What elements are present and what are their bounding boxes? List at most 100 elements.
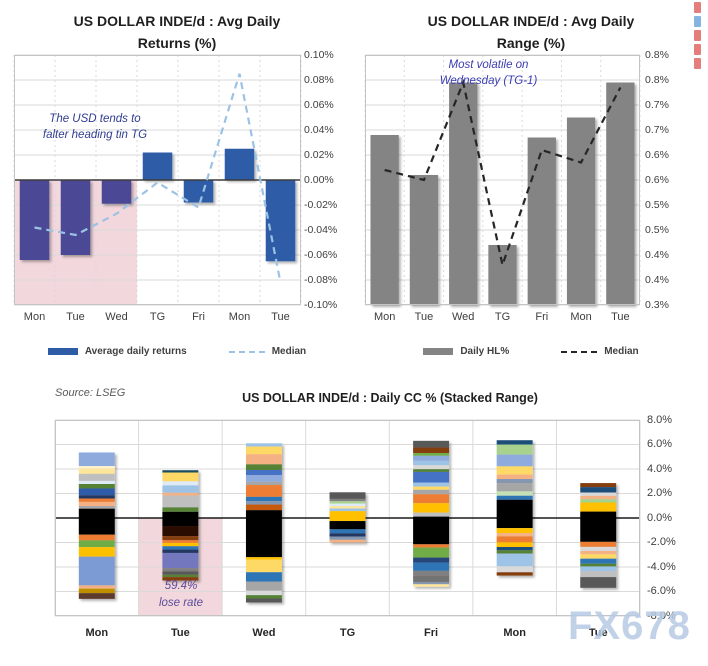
stack-segment-Mon-17: [496, 566, 533, 573]
bar-Mon-0: [370, 135, 399, 305]
stack-segment-Wed-12: [245, 557, 282, 560]
x-category-label: Fri: [192, 311, 205, 323]
stack-segment-Wed-10: [245, 504, 282, 511]
stack-segment-Fri-6: [413, 469, 450, 472]
stack-segment-Mon-12: [496, 536, 533, 543]
stack-segment-Tue-9: [162, 536, 199, 541]
stack-segment-Mon-15: [496, 550, 533, 554]
stack-segment-Tue-13: [580, 566, 617, 572]
y-tick-label: 0.8%: [645, 48, 669, 61]
stack-segment-Fri-13: [413, 512, 450, 517]
range-legend: Daily HL% Median: [354, 346, 708, 357]
y-tick-label: -2.0%: [647, 536, 676, 548]
stack-segment-Mon-3: [78, 473, 115, 481]
stack-segment-Mon-13: [496, 542, 533, 548]
stack-segment-Tue-15: [162, 568, 199, 572]
x-category-label: TG: [149, 311, 166, 323]
stack-segment-Mon-8: [496, 495, 533, 500]
x-category-label: Wed: [105, 311, 128, 323]
bar-Tue-6: [606, 82, 635, 305]
stack-segment-Tue-7: [580, 541, 617, 547]
stack-segment-Mon-9: [496, 499, 533, 529]
x-category-label: Tue: [611, 311, 630, 323]
y-tick-label: 0.6%: [645, 173, 669, 186]
stack-segment-Mon-12: [78, 534, 115, 541]
stack-segment-TG-5: [329, 508, 366, 512]
y-tick-label: -4.0%: [647, 560, 676, 573]
lose-rate-text: lose rate: [158, 597, 204, 610]
stack-segment-Mon-18: [496, 572, 533, 576]
stack-segment-TG-11: [329, 539, 366, 543]
edge-tick-2: [694, 30, 701, 41]
stack-segment-Mon-4: [78, 480, 115, 484]
stack-segment-Wed-8: [245, 496, 282, 502]
edge-ticks: [694, 2, 704, 72]
y-tick-label: 0.02%: [304, 148, 334, 161]
stack-segment-Wed-4: [245, 470, 282, 476]
stack-segment-Tue-4: [162, 492, 199, 496]
stack-segment-Wed-2: [245, 454, 282, 465]
stack-segment-Fri-12: [413, 503, 450, 513]
y-tick-label: 0.00%: [304, 173, 334, 186]
lose-rate-annotation: 59.4% lose rate: [139, 578, 223, 613]
stack-segment-Fri-8: [413, 482, 450, 487]
stack-segment-Fri-3: [413, 455, 450, 461]
returns-annotation-line2: falter heading tin TG: [42, 128, 148, 141]
stack-segment-Mon-1: [78, 466, 115, 469]
range-title-line1: US DOLLAR INDE/d : Avg Daily: [427, 13, 635, 29]
stack-segment-Tue-15: [580, 577, 617, 588]
range-title-line2: Range (%): [496, 34, 566, 51]
returns-title-line2: Returns (%): [137, 34, 217, 51]
stack-segment-Wed-7: [245, 485, 282, 497]
stack-segment-Fri-4: [413, 460, 450, 466]
x-category-label: Mon: [85, 627, 109, 639]
stack-segment-Mon-3: [496, 466, 533, 475]
stack-segment-TG-4: [329, 506, 366, 509]
stack-segment-Fri-5: [413, 465, 450, 470]
lose-rate-value: 59.4%: [164, 580, 198, 592]
x-category-label: Mon: [570, 311, 592, 323]
stack-segment-TG-9: [329, 533, 366, 537]
y-tick-label: 0.0%: [647, 511, 673, 524]
bar-Tue-6: [265, 180, 296, 262]
y-tick-label: 2.0%: [647, 487, 673, 499]
x-category-label: Tue: [588, 627, 608, 639]
x-category-label: Tue: [271, 311, 290, 323]
stack-segment-TG-2: [329, 501, 366, 504]
stack-segment-Tue-3: [162, 485, 199, 493]
x-category-label: Wed: [451, 311, 475, 323]
stack-segment-Tue-10: [162, 540, 199, 543]
stack-segment-Tue-11: [162, 542, 199, 547]
stack-segment-Wed-6: [245, 481, 282, 486]
edge-tick-1: [694, 16, 701, 27]
stacked-bar-Mon-0: [78, 452, 115, 599]
x-category-label: Mon: [373, 311, 396, 323]
stack-segment-Mon-0: [78, 452, 115, 467]
stack-segment-Tue-9: [580, 550, 617, 555]
stack-segment-Fri-1: [413, 447, 450, 454]
stack-segment-Mon-14: [496, 547, 533, 551]
legend-item-median: Median: [228, 346, 306, 357]
y-tick-label: 0.4%: [645, 248, 669, 261]
x-category-label: Mon: [23, 311, 46, 323]
range-chart-title: US DOLLAR INDE/d : Avg Daily Range (%): [354, 11, 708, 54]
stack-segment-Mon-8: [78, 498, 115, 502]
returns-annotation: The USD tends to falter heading tin TG: [16, 112, 174, 143]
stack-segment-TG-7: [329, 521, 366, 530]
stack-segment-Wed-0: [245, 443, 282, 447]
stack-segment-Fri-21: [413, 581, 450, 585]
stack-segment-Wed-9: [245, 501, 282, 505]
y-tick-label: 4.0%: [647, 462, 673, 475]
stack-segment-Tue-8: [580, 546, 617, 551]
median-series-label: Median: [604, 346, 639, 357]
stack-segment-Tue-6: [580, 511, 617, 542]
plot-avg-daily-range: [364, 54, 641, 306]
stack-segment-Mon-18: [78, 593, 115, 599]
plot-border: [365, 55, 640, 305]
y-tick-label: -0.04%: [304, 223, 338, 236]
y-tick-label: 0.6%: [645, 148, 669, 161]
bar-series-label: Average daily returns: [84, 346, 187, 357]
y-tick-label: -0.02%: [304, 198, 338, 211]
stack-segment-TG-0: [329, 492, 366, 499]
y-tick-label: -8.0%: [647, 609, 676, 622]
